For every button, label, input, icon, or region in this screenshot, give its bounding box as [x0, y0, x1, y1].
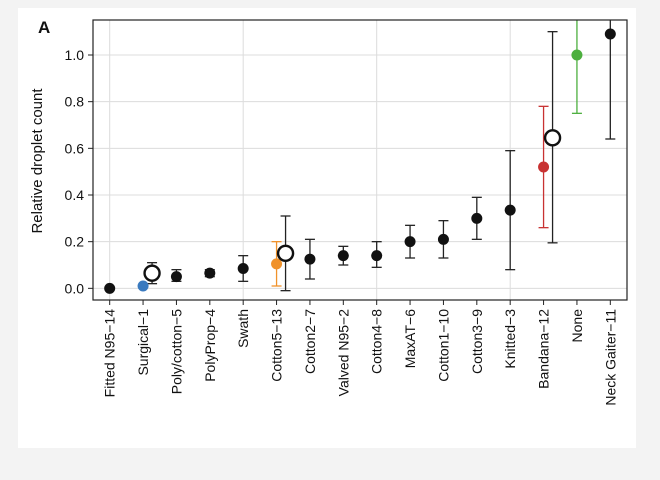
y-tick-label: 0.4 — [65, 187, 85, 203]
x-tick-label: Cotton4−8 — [369, 309, 385, 374]
y-tick-label: 0.6 — [65, 140, 85, 156]
chart-card: A Relative droplet count 0.0 0.2 0.4 0.6 0.8… — [18, 8, 636, 448]
open-data-point — [543, 129, 562, 147]
x-tick-label: Cotton5−13 — [269, 309, 285, 382]
x-tick-label: Cotton2−7 — [302, 309, 318, 374]
data-point — [437, 233, 449, 245]
x-tick-label: PolyProp−4 — [202, 309, 218, 382]
panel-label: A — [38, 18, 50, 37]
x-tick-label: None — [569, 309, 585, 343]
data-point — [471, 212, 483, 224]
x-tick-label: Swath — [235, 309, 251, 348]
y-ticks: 0.0 0.2 0.4 0.6 0.8 1.0 — [65, 47, 93, 296]
x-tick-label: Knitted−3 — [502, 309, 518, 369]
x-tick-label: Bandana−12 — [536, 309, 552, 389]
data-point — [504, 204, 516, 216]
grid-layer — [93, 20, 627, 300]
plot-frame — [92, 19, 628, 301]
x-tick-label: Cotton1−10 — [435, 309, 451, 382]
y-tick-label: 0.0 — [65, 280, 85, 296]
data-point — [271, 258, 283, 270]
data-point — [237, 263, 249, 274]
data-point — [170, 271, 182, 283]
droplet-count-chart: A Relative droplet count 0.0 0.2 0.4 0.6 0.8… — [29, 18, 628, 406]
y-tick-label: 0.8 — [65, 94, 85, 110]
x-tick-label: Cotton3−9 — [469, 309, 485, 374]
data-point — [371, 250, 383, 262]
y-tick-label: 0.2 — [65, 234, 85, 250]
data-point — [604, 28, 616, 40]
x-tick-label: MaxAT−6 — [402, 309, 418, 368]
data-points — [104, 28, 616, 294]
y-axis-label: Relative droplet count — [29, 88, 46, 234]
data-point — [404, 236, 416, 248]
x-tick-label: Fitted N95−14 — [102, 309, 118, 398]
data-point — [104, 282, 116, 294]
x-tick-label: Surgical−1 — [135, 309, 151, 376]
x-tick-labels: Fitted N95−14 Surgical−1 Poly/cotton−5 Poly… — [102, 300, 618, 406]
data-point — [571, 49, 583, 61]
open-data-point — [276, 244, 295, 263]
data-point — [538, 161, 550, 173]
x-tick-label: Poly/cotton−5 — [168, 309, 184, 394]
open-data-point — [143, 264, 161, 282]
data-point — [204, 267, 216, 279]
data-point — [304, 253, 316, 265]
data-point — [337, 250, 349, 262]
data-point — [137, 280, 149, 292]
x-tick-label: Neck Gaiter−11 — [602, 309, 618, 406]
x-tick-label: Valved N95−2 — [335, 309, 351, 397]
y-tick-label: 1.0 — [65, 47, 85, 63]
